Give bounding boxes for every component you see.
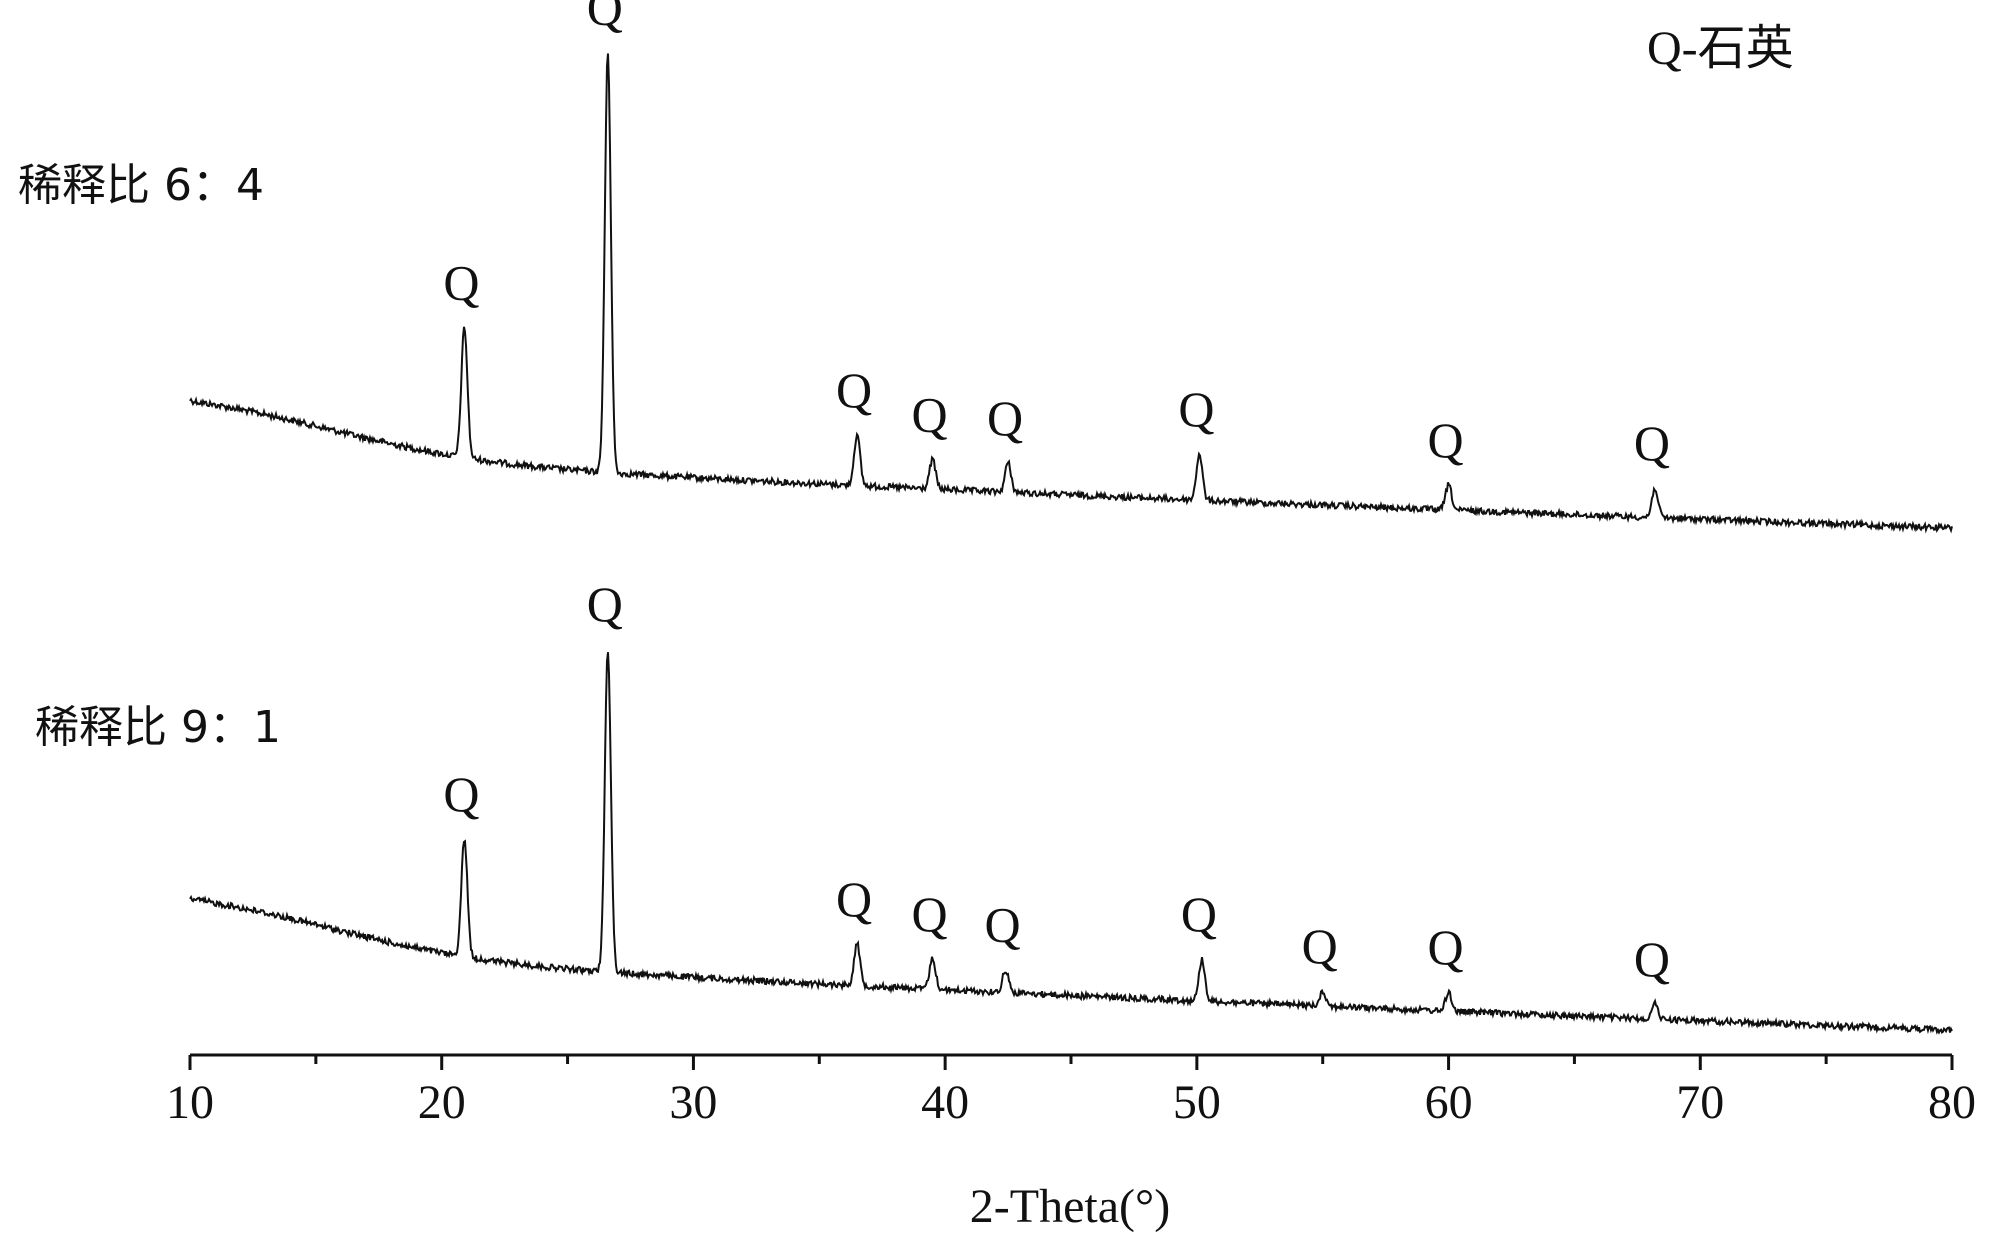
peak-label: Q: [443, 766, 479, 822]
x-tick-label: 60: [1425, 1076, 1473, 1129]
peak-label: Q: [1428, 412, 1464, 468]
peak-label: Q: [836, 362, 872, 418]
peak-label: Q: [1302, 918, 1338, 974]
x-axis-ticks: [188, 1055, 1954, 1070]
peak-label: Q: [443, 254, 479, 310]
x-tick-label: 50: [1173, 1076, 1221, 1129]
peak-label: Q: [1181, 886, 1217, 942]
peak-label: Q: [836, 871, 872, 927]
x-tick-label: 30: [669, 1076, 717, 1129]
series-label-6-4: 稀释比 6：4: [18, 160, 264, 211]
peak-label: Q: [1178, 381, 1214, 437]
peak-label: Q: [1428, 919, 1464, 975]
peak-label: Q: [587, 0, 623, 36]
series-trace: [189, 652, 1953, 1035]
x-axis: 10 20 30 40 50 60 70 80: [166, 1053, 1976, 1129]
traces: [189, 53, 1953, 1035]
peak-label: Q: [1634, 415, 1670, 471]
peak-label: Q: [987, 390, 1023, 446]
peak-label: Q: [1634, 931, 1670, 987]
peak-label: Q: [912, 886, 948, 942]
x-tick-label: 20: [418, 1076, 466, 1129]
peak-label: Q: [984, 897, 1020, 953]
x-tick-label: 10: [166, 1076, 214, 1129]
x-axis-title: 2-Theta(°): [970, 1180, 1170, 1233]
series-label-9-1: 稀释比 9：1: [35, 702, 281, 753]
peak-label: Q: [912, 387, 948, 443]
x-axis-tick-labels: 10 20 30 40 50 60 70 80: [166, 1076, 1976, 1129]
series-trace: [189, 53, 1953, 534]
x-tick-label: 80: [1928, 1076, 1976, 1129]
peak-label: Q: [587, 576, 623, 632]
x-tick-label: 70: [1676, 1076, 1724, 1129]
x-tick-label: 40: [921, 1076, 969, 1129]
legend-quartz: Q-石英: [1647, 22, 1794, 75]
